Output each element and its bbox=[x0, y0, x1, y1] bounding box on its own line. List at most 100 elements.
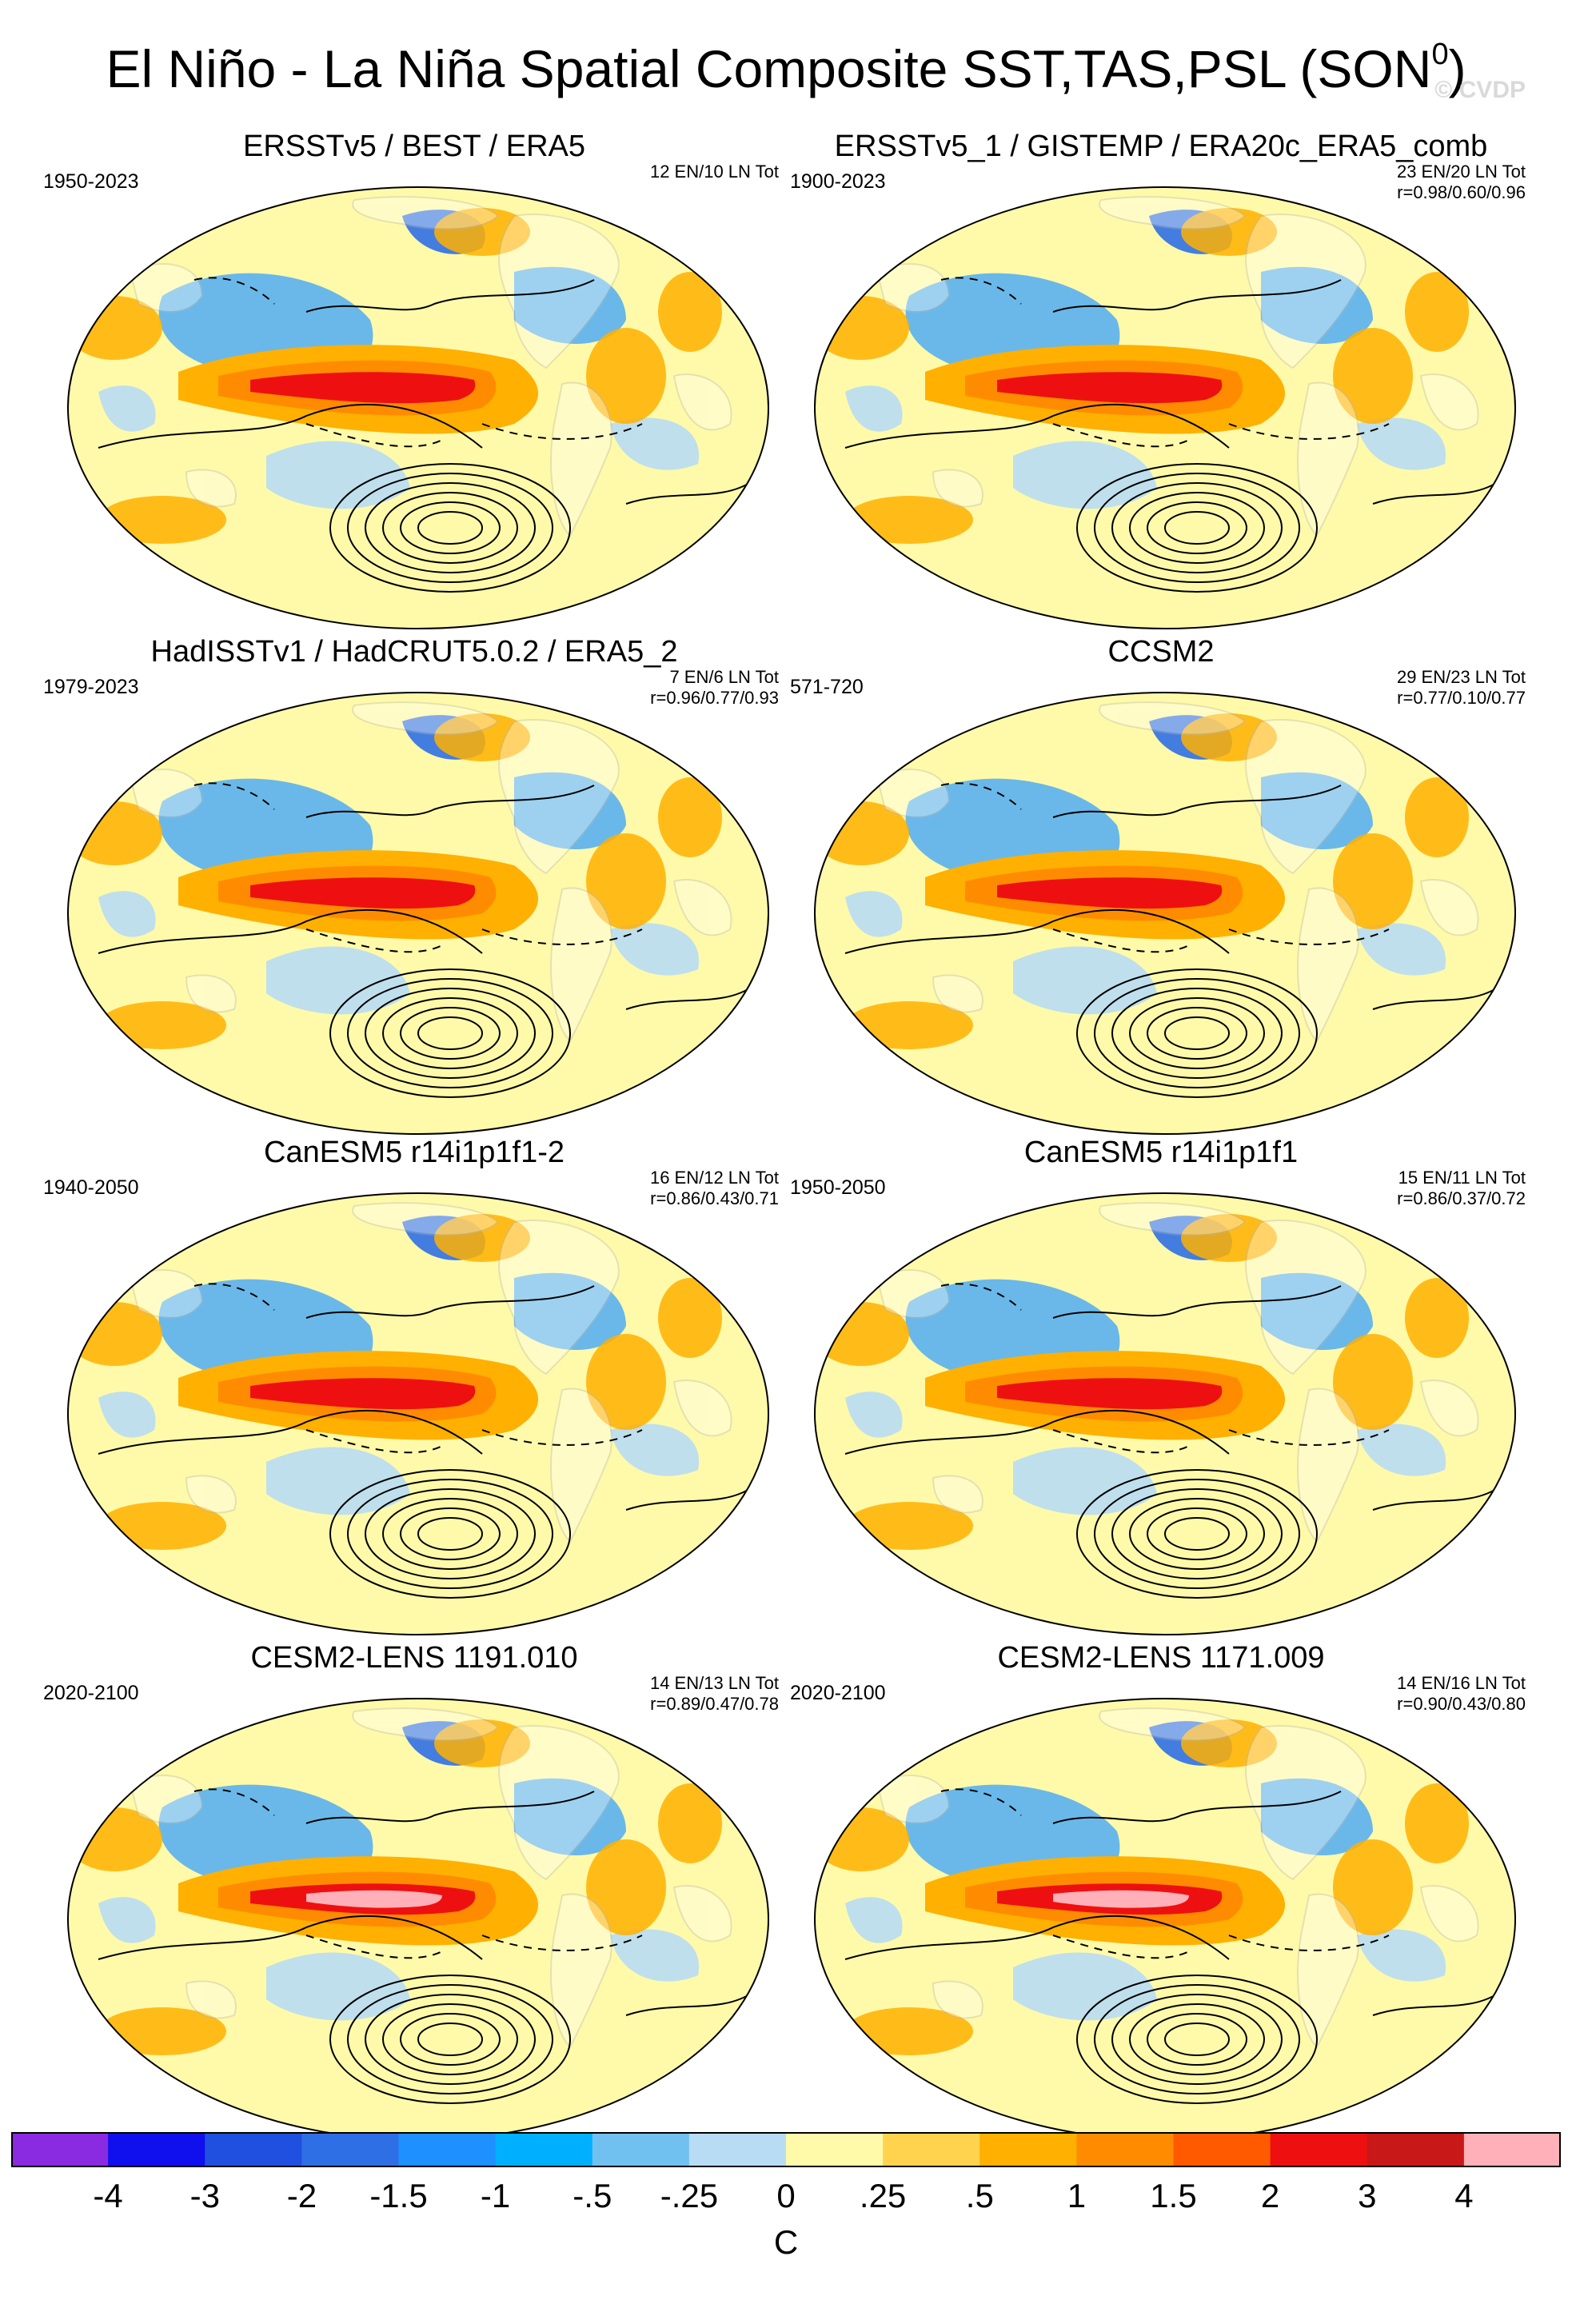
colorbar-tick-label: 1 bbox=[1067, 2177, 1087, 2214]
sst-field bbox=[68, 1193, 768, 1635]
pattern-correlations: r=0.96/0.77/0.93 bbox=[650, 688, 779, 708]
colorbar-tick-label: .5 bbox=[965, 2177, 994, 2214]
colorbar bbox=[11, 2132, 1561, 2167]
panel-title: HadISSTv1 / HadCRUT5.0.2 / ERA5_2 bbox=[150, 635, 678, 669]
colorbar-segment bbox=[11, 2132, 109, 2167]
panel-stats: 29 EN/23 LN Tot r=0.77/0.10/0.77 bbox=[1397, 667, 1526, 709]
globe-map bbox=[814, 692, 1516, 1135]
globe-map bbox=[814, 1698, 1516, 2141]
event-counts: 29 EN/23 LN Tot bbox=[1396, 667, 1526, 687]
colorbar-segment bbox=[205, 2132, 302, 2167]
event-counts: 16 EN/12 LN Tot bbox=[649, 1168, 779, 1188]
sst-field bbox=[815, 187, 1515, 629]
colorbar-segment bbox=[1076, 2132, 1175, 2167]
pattern-correlations: r=0.90/0.43/0.80 bbox=[1397, 1694, 1526, 1714]
map-panel: HadISSTv1 / HadCRUT5.0.2 / ERA5_2 1979-20… bbox=[30, 633, 798, 1145]
pattern-correlations: r=0.86/0.37/0.72 bbox=[1397, 1188, 1526, 1208]
colorbar-segment bbox=[980, 2132, 1077, 2167]
globe-map bbox=[67, 186, 769, 629]
pattern-correlations: r=0.98/0.60/0.96 bbox=[1397, 182, 1526, 202]
panel-period: 1979-2023 bbox=[43, 676, 139, 698]
panel-period: 1900-2023 bbox=[790, 170, 886, 193]
colorbar-tick-label: -.25 bbox=[660, 2177, 719, 2214]
pattern-correlations: r=0.77/0.10/0.77 bbox=[1397, 688, 1526, 708]
event-counts: 12 EN/10 LN Tot bbox=[649, 162, 779, 182]
panel-stats: 16 EN/12 LN Tot r=0.86/0.43/0.71 bbox=[650, 1168, 779, 1209]
pattern-correlations: r=0.89/0.47/0.78 bbox=[650, 1694, 779, 1714]
globe-map bbox=[814, 1192, 1516, 1635]
sst-field bbox=[815, 1193, 1515, 1635]
map-panel: CCSM2 571-720 29 EN/23 LN Tot r=0.77/0.10/0… bbox=[777, 633, 1545, 1145]
colorbar-tick-label: .25 bbox=[859, 2177, 907, 2214]
panel-stats: 23 EN/20 LN Tot r=0.98/0.60/0.96 bbox=[1397, 162, 1526, 203]
globe-map bbox=[814, 186, 1516, 629]
colorbar-tick-label: -.5 bbox=[573, 2177, 612, 2214]
colorbar-segment bbox=[495, 2132, 593, 2167]
panel-title: CCSM2 bbox=[1107, 635, 1215, 669]
colorbar-tick-label: -1.5 bbox=[369, 2177, 428, 2214]
panel-stats: 15 EN/11 LN Tot r=0.86/0.37/0.72 bbox=[1397, 1168, 1526, 1209]
panel-title: CanESM5 r14i1p1f1 bbox=[1023, 1136, 1299, 1169]
map-panel: CanESM5 r14i1p1f1-2 1940-2050 16 EN/12 LN … bbox=[30, 1134, 798, 1646]
map-panel: CESM2-LENS 1171.009 2020-2100 14 EN/16 LN … bbox=[777, 1639, 1545, 2151]
event-counts: 14 EN/13 LN Tot bbox=[649, 1673, 779, 1693]
panel-title: CESM2-LENS 1191.010 bbox=[250, 1641, 578, 1675]
title-close: ) bbox=[1448, 39, 1466, 98]
panel-period: 1950-2023 bbox=[43, 170, 139, 193]
panel-title: ERSSTv5_1 / GISTEMP / ERA20c_ERA5_comb bbox=[834, 130, 1488, 163]
title-superscript: 0 bbox=[1431, 38, 1449, 71]
colorbar-tick-label: -3 bbox=[190, 2177, 220, 2214]
sst-field bbox=[815, 693, 1515, 1134]
globe-map bbox=[67, 692, 769, 1135]
colorbar-tick-label: 2 bbox=[1260, 2177, 1280, 2214]
panel-stats: 14 EN/16 LN Tot r=0.90/0.43/0.80 bbox=[1397, 1673, 1526, 1715]
colorbar-tick-label: 4 bbox=[1454, 2177, 1474, 2214]
colorbar-segment bbox=[1270, 2132, 1368, 2167]
colorbar-segment bbox=[1173, 2132, 1271, 2167]
panel-title: ERSSTv5 / BEST / ERA5 bbox=[242, 130, 585, 163]
colorbar-segment bbox=[398, 2132, 497, 2167]
map-panel: CESM2-LENS 1191.010 2020-2100 14 EN/13 LN … bbox=[30, 1639, 798, 2151]
colorbar-tick-label: 3 bbox=[1358, 2177, 1377, 2214]
map-panel: ERSSTv5 / BEST / ERA5 1950-2023 12 EN/10 L… bbox=[30, 128, 798, 640]
globe-map bbox=[67, 1698, 769, 2141]
map-panel: ERSSTv5_1 / GISTEMP / ERA20c_ERA5_comb 19… bbox=[777, 128, 1545, 640]
panel-period: 1940-2050 bbox=[43, 1176, 139, 1199]
panel-title: CESM2-LENS 1171.009 bbox=[997, 1641, 1325, 1675]
event-counts: 14 EN/16 LN Tot bbox=[1396, 1673, 1526, 1693]
colorbar-tick-label: 0 bbox=[776, 2177, 796, 2214]
colorbar-tick-label: -2 bbox=[286, 2177, 317, 2214]
colorbar-segment bbox=[1367, 2132, 1465, 2167]
map-panel: CanESM5 r14i1p1f1 1950-2050 15 EN/11 LN To… bbox=[777, 1134, 1545, 1646]
panel-stats: 12 EN/10 LN Tot bbox=[650, 162, 779, 182]
sst-field bbox=[68, 187, 768, 629]
event-counts: 7 EN/6 LN Tot bbox=[669, 667, 779, 687]
colorbar-segment bbox=[688, 2132, 787, 2167]
panel-title: CanESM5 r14i1p1f1-2 bbox=[264, 1136, 565, 1169]
colorbar-segment bbox=[592, 2132, 690, 2167]
panel-period: 2020-2100 bbox=[790, 1682, 886, 1704]
cvdp-watermark: © CVDP bbox=[1434, 77, 1526, 103]
colorbar-tick-label: 1.5 bbox=[1150, 2177, 1197, 2214]
title-text: El Niño - La Niña Spatial Composite SST,… bbox=[106, 39, 1432, 98]
event-counts: 23 EN/20 LN Tot bbox=[1396, 162, 1526, 182]
panel-stats: 7 EN/6 LN Tot r=0.96/0.77/0.93 bbox=[650, 667, 779, 709]
colorbar-units: C bbox=[773, 2223, 799, 2261]
pattern-correlations: r=0.86/0.43/0.71 bbox=[650, 1188, 779, 1208]
colorbar-segment bbox=[108, 2132, 205, 2167]
panel-period: 1950-2050 bbox=[790, 1176, 886, 1199]
panel-period: 2020-2100 bbox=[43, 1682, 139, 1704]
panel-stats: 14 EN/13 LN Tot r=0.89/0.47/0.78 bbox=[650, 1673, 779, 1715]
globe-map bbox=[67, 1192, 769, 1635]
sst-field bbox=[68, 1699, 768, 2140]
colorbar-segment bbox=[786, 2132, 884, 2167]
colorbar-tick-label: -4 bbox=[93, 2177, 123, 2214]
colorbar-tick-label: -1 bbox=[480, 2177, 511, 2214]
colorbar-segment bbox=[1463, 2132, 1561, 2167]
figure-title: El Niño - La Niña Spatial Composite SST,… bbox=[0, 27, 1572, 101]
sst-field bbox=[68, 693, 768, 1134]
colorbar-segment bbox=[301, 2132, 400, 2167]
sst-field bbox=[815, 1699, 1515, 2140]
colorbar-segment bbox=[883, 2132, 980, 2167]
event-counts: 15 EN/11 LN Tot bbox=[1398, 1168, 1526, 1188]
